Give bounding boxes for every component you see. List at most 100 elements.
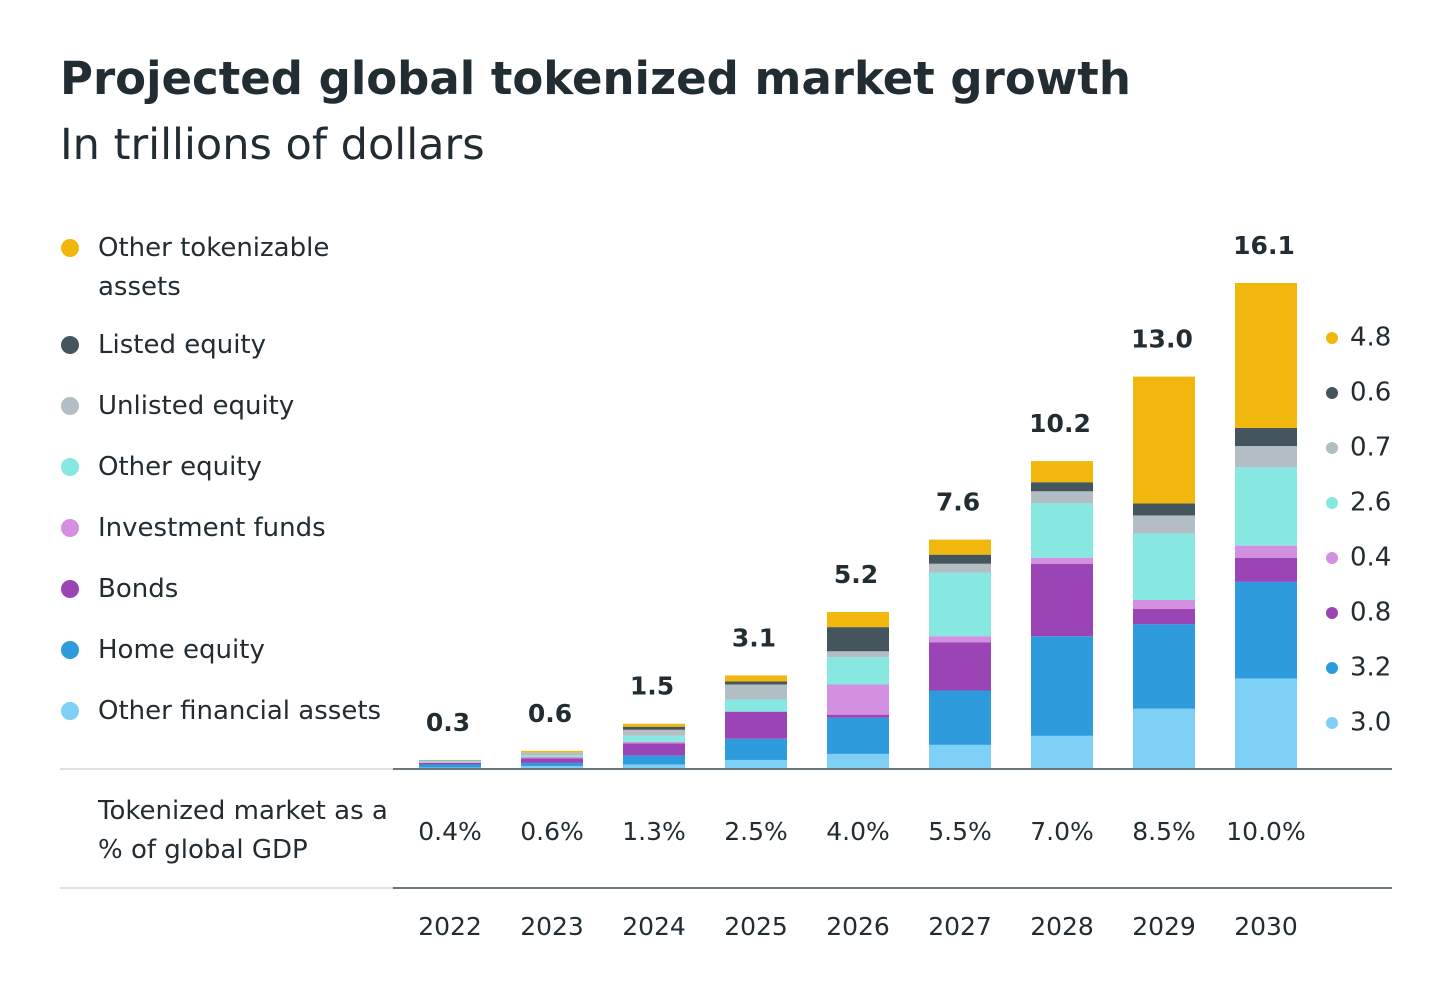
bar-segment: [1133, 515, 1195, 534]
gdp-share: 4.0%: [826, 817, 890, 846]
legend-label: Bonds: [98, 574, 179, 604]
end-label-dot: [1326, 717, 1338, 729]
bar-segment: [725, 759, 787, 769]
legend-label: Other tokenizable assets: [98, 233, 330, 302]
bar-segment: [623, 755, 685, 765]
gdp-share: 2.5%: [724, 817, 788, 846]
end-label-dot: [1326, 662, 1338, 674]
x-tick-label: 2023: [520, 912, 584, 941]
bar-segment: [623, 723, 685, 727]
total-label: 0.3: [426, 708, 470, 737]
x-tick-label: 2022: [418, 912, 482, 941]
end-label: 3.0: [1350, 708, 1391, 738]
bar-segment: [827, 657, 889, 685]
end-label-dot: [1326, 387, 1338, 399]
legend-swatch: [61, 336, 79, 354]
bar-segment: [725, 711, 787, 739]
bar-segment: [827, 753, 889, 769]
gdp-row-label: Tokenized market as a % of global GDP: [98, 796, 388, 865]
legend-swatch: [61, 239, 79, 257]
end-label: 0.7: [1350, 433, 1391, 463]
legend-swatch: [61, 702, 79, 720]
bar-segment: [521, 750, 583, 753]
bar-segment: [725, 675, 787, 682]
bar-segment: [521, 758, 583, 763]
total-label: 13.0: [1131, 325, 1193, 354]
total-label: 7.6: [936, 488, 980, 517]
legend-swatch: [61, 580, 79, 598]
bar-segment: [725, 681, 787, 685]
bar-segment: [623, 743, 685, 756]
bar-segment: [1235, 581, 1297, 679]
bar-segment: [827, 651, 889, 658]
bar-segment: [521, 756, 583, 759]
end-label-dot: [1326, 607, 1338, 619]
bar-segment: [1235, 557, 1297, 582]
gdp-share: 7.0%: [1030, 817, 1094, 846]
bar-segment: [1235, 545, 1297, 558]
end-label: 4.8: [1350, 323, 1391, 353]
bar-segment: [1133, 708, 1195, 769]
bar-segment: [521, 752, 583, 756]
bar-segment: [1235, 467, 1297, 546]
gdp-share: 0.4%: [418, 817, 482, 846]
bar-segment: [521, 755, 583, 757]
bar-segment: [827, 684, 889, 715]
bar-segment: [929, 744, 991, 769]
bar-segment: [1031, 491, 1093, 504]
x-tick-label: 2029: [1132, 912, 1196, 941]
legend-label: Investment funds: [98, 513, 326, 543]
total-label: 0.6: [528, 699, 572, 728]
bar-segment: [929, 636, 991, 643]
bar-segment: [1133, 503, 1195, 516]
legend-swatch: [61, 519, 79, 537]
bar-segment: [1031, 557, 1093, 564]
end-label-dot: [1326, 497, 1338, 509]
bar-segment: [1133, 599, 1195, 610]
end-label: 0.8: [1350, 598, 1391, 628]
bar-segment: [1133, 624, 1195, 709]
legend-swatch: [61, 397, 79, 415]
legend-label: Other equity: [98, 452, 262, 482]
bar-segment: [419, 764, 481, 768]
total-label: 16.1: [1233, 231, 1295, 260]
total-label: 5.2: [834, 560, 878, 589]
bar-segment: [725, 684, 787, 700]
bar-segment: [1235, 427, 1297, 447]
x-tick-label: 2030: [1234, 912, 1298, 941]
bar-segment: [1031, 461, 1093, 483]
bar-segment: [725, 738, 787, 760]
bar-segment: [929, 539, 991, 555]
bar-segment: [623, 735, 685, 742]
bar-segment: [929, 554, 991, 564]
bar-segment: [827, 612, 889, 628]
chart-subtitle: In trillions of dollars: [60, 120, 485, 170]
bar-segment: [929, 563, 991, 573]
gdp-share: 5.5%: [928, 817, 992, 846]
bar-segment: [827, 714, 889, 718]
total-label: 1.5: [630, 672, 674, 701]
end-label: 2.6: [1350, 488, 1391, 518]
bar-segment: [419, 762, 481, 763]
x-tick-label: 2028: [1030, 912, 1094, 941]
bar-segment: [521, 765, 583, 769]
bar-segment: [1031, 563, 1093, 637]
total-label: 10.2: [1029, 409, 1091, 438]
bar-segment: [1235, 446, 1297, 468]
gdp-share: 10.0%: [1226, 817, 1305, 846]
bar-segment: [623, 741, 685, 744]
bar-segment: [419, 760, 481, 762]
bar-segment: [419, 762, 481, 765]
end-label: 0.4: [1350, 543, 1391, 573]
chart-title: Projected global tokenized market growth: [60, 52, 1131, 105]
gdp-share: 8.5%: [1132, 817, 1196, 846]
bar-segment: [1031, 482, 1093, 492]
bar-segment: [521, 762, 583, 766]
bar-segment: [1133, 533, 1195, 600]
bar-segment: [929, 642, 991, 691]
bar-segment: [1235, 678, 1297, 769]
legend-label: Listed equity: [98, 330, 266, 360]
end-label-dot: [1326, 442, 1338, 454]
